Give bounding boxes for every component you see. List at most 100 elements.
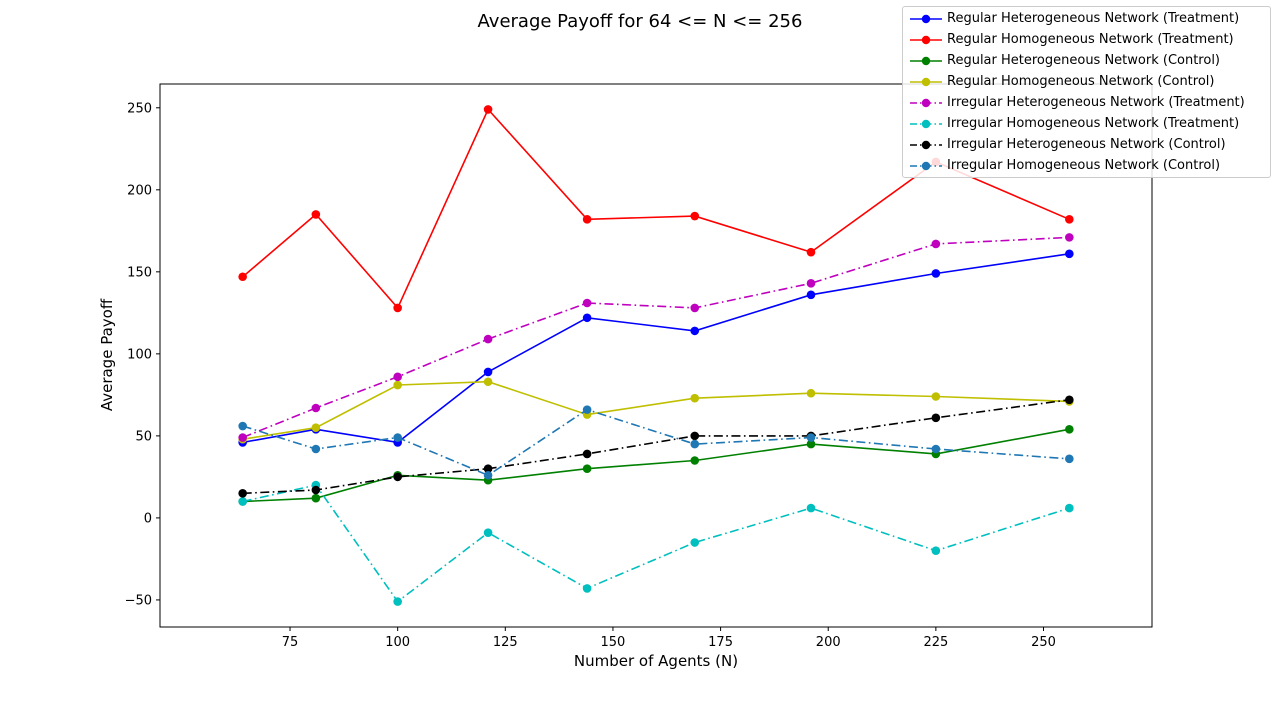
data-point [690,439,700,449]
data-point [690,303,700,313]
data-point [1065,425,1074,434]
data-point [311,444,321,454]
x-axis-label: Number of Agents (N) [573,652,739,670]
x-tick-label: 250 [1031,635,1056,650]
data-point [582,215,592,224]
legend-item-6: Irregular Homogeneous Network (Treatment… [903,114,1270,134]
data-point [483,334,493,344]
data-point [806,247,816,257]
data-point [931,413,941,423]
y-tick-label: 50 [135,429,152,444]
data-point [931,239,941,249]
y-tick-label: 100 [127,347,152,362]
data-point [582,449,592,459]
data-point [1065,395,1074,405]
legend-item-1: Regular Heterogeneous Network (Treatment… [903,9,1270,29]
legend-marker-icon [910,35,942,45]
data-point [690,326,700,336]
data-point [393,433,402,442]
data-point [931,546,941,556]
data-point [806,290,816,300]
data-point [238,497,247,506]
data-point [931,269,941,278]
data-point [393,372,402,382]
y-axis-label: Average Payoff [98,298,116,412]
data-point [311,210,321,219]
data-point [806,279,816,288]
y-tick-label: 0 [144,511,152,526]
data-point [690,211,700,221]
y-tick-label: −50 [125,593,152,608]
y-tick-label: 250 [127,101,152,116]
y-tick-label: 150 [127,265,152,280]
legend: Regular Heterogeneous Network (Treatment… [902,6,1271,178]
x-tick-label: 175 [708,635,733,650]
legend-label: Regular Homogeneous Network (Treatment) [947,32,1234,47]
data-point [582,584,592,593]
legend-label: Irregular Homogeneous Network (Treatment… [947,116,1240,131]
legend-item-5: Irregular Heterogeneous Network (Treatme… [903,93,1270,113]
data-point [1065,215,1074,224]
series-8 [238,405,1074,480]
data-point [393,303,402,313]
x-tick-label: 100 [385,635,410,650]
chart-title: Average Payoff for 64 <= N <= 256 [477,11,803,32]
data-point [393,380,402,390]
x-tick-label: 125 [493,635,518,650]
data-point [311,423,321,432]
legend-label: Irregular Homogeneous Network (Control) [947,158,1221,173]
legend-marker-icon [910,140,942,150]
data-point [483,377,493,387]
x-tick-label: 75 [282,635,299,650]
data-point [690,393,700,403]
data-point [393,597,402,606]
legend-marker-icon [910,119,942,129]
data-point [311,485,321,495]
legend-marker-icon [910,77,942,87]
legend-item-7: Irregular Heterogeneous Network (Control… [903,135,1270,155]
data-point [311,403,321,413]
data-point [483,367,493,377]
x-tick-label: 200 [816,635,841,650]
legend-marker-icon [910,56,942,66]
legend-label: Irregular Heterogeneous Network (Treatme… [947,95,1245,110]
data-point [238,489,247,498]
series-6 [238,480,1074,606]
data-point [806,439,816,449]
series-7 [238,395,1074,498]
axis-ticks: 75 100 125 150 175 200 225 250 −50 0 50 100 150 200 25… [125,101,1056,650]
data-point [1065,249,1074,259]
data-point [806,388,816,398]
data-point [238,421,247,431]
data-point [806,503,816,513]
data-point [582,464,592,473]
legend-item-2: Regular Homogeneous Network (Treatment) [903,30,1270,50]
legend-marker-icon [910,98,942,108]
data-point [690,538,700,547]
data-point [1065,454,1074,464]
data-point [582,313,592,323]
data-point [582,298,592,308]
y-tick-label: 200 [127,183,152,198]
series-4 [238,377,1074,444]
data-point [1065,503,1074,513]
data-point [1065,233,1074,242]
data-point [483,470,493,480]
legend-label: Regular Homogeneous Network (Control) [947,74,1215,89]
data-point [483,105,493,114]
data-point [311,493,321,503]
legend-marker-icon [910,161,942,171]
data-point [483,464,493,473]
data-point [931,444,941,454]
x-tick-label: 225 [923,635,948,650]
legend-item-8: Irregular Homogeneous Network (Control) [903,156,1270,176]
x-tick-label: 150 [601,635,626,650]
data-point [690,431,700,441]
legend-item-4: Regular Homogeneous Network (Control) [903,72,1270,92]
legend-label: Regular Heterogeneous Network (Control) [947,53,1221,68]
data-point [931,392,941,401]
series-layer [238,105,1074,606]
data-point [690,456,700,465]
legend-item-3: Regular Heterogeneous Network (Control) [903,51,1270,71]
legend-marker-icon [910,14,942,24]
